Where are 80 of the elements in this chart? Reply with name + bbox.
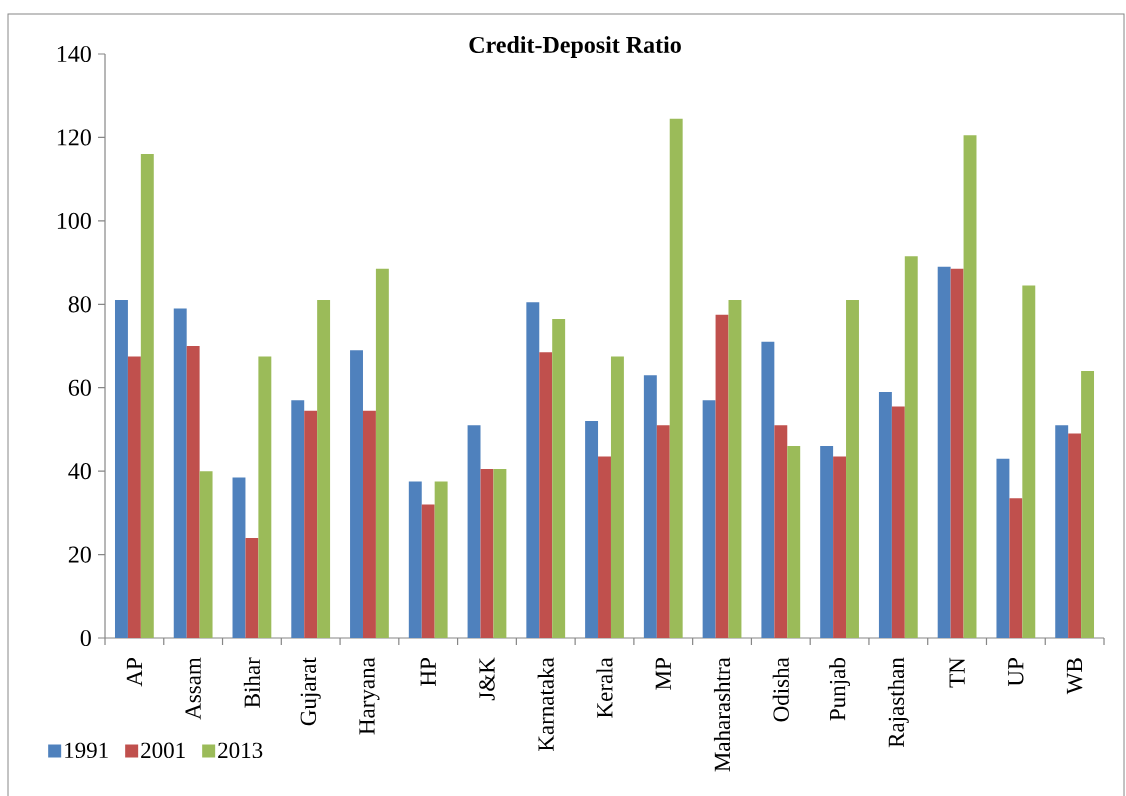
bar	[526, 302, 540, 638]
bar	[408, 481, 422, 638]
bar	[291, 400, 305, 638]
x-tick-label: Kerala	[596, 657, 613, 718]
x-tick-label: J&K	[479, 657, 495, 701]
bar	[846, 300, 859, 638]
bar	[610, 356, 624, 638]
bar	[1009, 498, 1023, 638]
x-tick-label: WB	[1066, 658, 1083, 695]
bar	[774, 425, 788, 638]
bar	[362, 410, 376, 638]
legend-label: 2013	[218, 742, 263, 759]
legend-label: 2001	[141, 742, 185, 759]
bar	[820, 446, 834, 638]
x-tick-label: Assam	[185, 657, 201, 720]
bar	[245, 537, 259, 638]
y-tick-label: 100	[57, 212, 91, 229]
bar	[643, 375, 657, 638]
bar	[173, 308, 187, 638]
x-tick-label: Odisha	[772, 657, 789, 722]
bar	[480, 469, 494, 638]
bar	[186, 346, 200, 638]
y-tick-label: 120	[57, 129, 91, 146]
bar	[375, 268, 389, 638]
bar	[728, 300, 742, 638]
chart-title: Credit-Deposit Ratio	[469, 36, 681, 58]
x-tick-label: Bihar	[243, 657, 260, 708]
x-tick-label: Maharashtra	[713, 657, 731, 772]
x-tick-label: Rajasthan	[887, 657, 909, 748]
bar	[996, 458, 1010, 638]
bar	[127, 356, 141, 638]
bar	[467, 425, 481, 638]
y-tick-label: 140	[57, 45, 91, 63]
x-tick-label: Haryana	[359, 657, 380, 735]
y-tick-label: 0	[80, 629, 91, 647]
y-tick-label: 40	[68, 463, 91, 480]
x-tick-label: UP	[1008, 658, 1024, 687]
x-tick-label: MP	[655, 658, 671, 690]
bar	[878, 391, 892, 638]
x-tick-label: Gujarat	[300, 657, 321, 726]
bar	[761, 341, 775, 638]
x-tick-label: Karnataka	[537, 657, 554, 752]
bar	[891, 406, 905, 638]
legend-label: 1991	[65, 742, 108, 759]
bar	[950, 268, 964, 638]
bar	[669, 118, 683, 638]
x-tick-label: TN	[949, 657, 965, 688]
bar	[199, 471, 213, 638]
bar	[539, 352, 553, 638]
y-tick-label: 60	[68, 379, 91, 396]
bar	[656, 425, 670, 638]
bar	[232, 477, 246, 638]
bar	[598, 456, 611, 638]
bar	[963, 135, 977, 638]
x-tick-label: AP	[126, 658, 142, 687]
bar	[904, 256, 918, 638]
bar	[350, 350, 363, 638]
bar	[421, 504, 435, 638]
bar	[937, 266, 951, 638]
bar	[493, 469, 507, 638]
y-tick-label: 20	[68, 546, 91, 563]
bar	[115, 300, 128, 638]
y-tick-label: 80	[68, 296, 91, 313]
bar	[702, 400, 716, 638]
bar	[1081, 371, 1095, 638]
bar	[1068, 433, 1082, 638]
bar	[1022, 285, 1036, 638]
bar	[434, 481, 448, 638]
x-tick-label: Punjab	[829, 658, 850, 721]
bar	[317, 300, 331, 638]
bar	[833, 456, 847, 638]
bar	[1055, 425, 1069, 638]
bar	[715, 314, 729, 638]
bar	[140, 154, 154, 638]
x-tick-label: HP	[420, 658, 436, 686]
bar	[258, 356, 272, 638]
bar	[552, 318, 566, 638]
bar	[787, 446, 801, 638]
bar	[585, 421, 599, 638]
bar	[304, 410, 318, 638]
